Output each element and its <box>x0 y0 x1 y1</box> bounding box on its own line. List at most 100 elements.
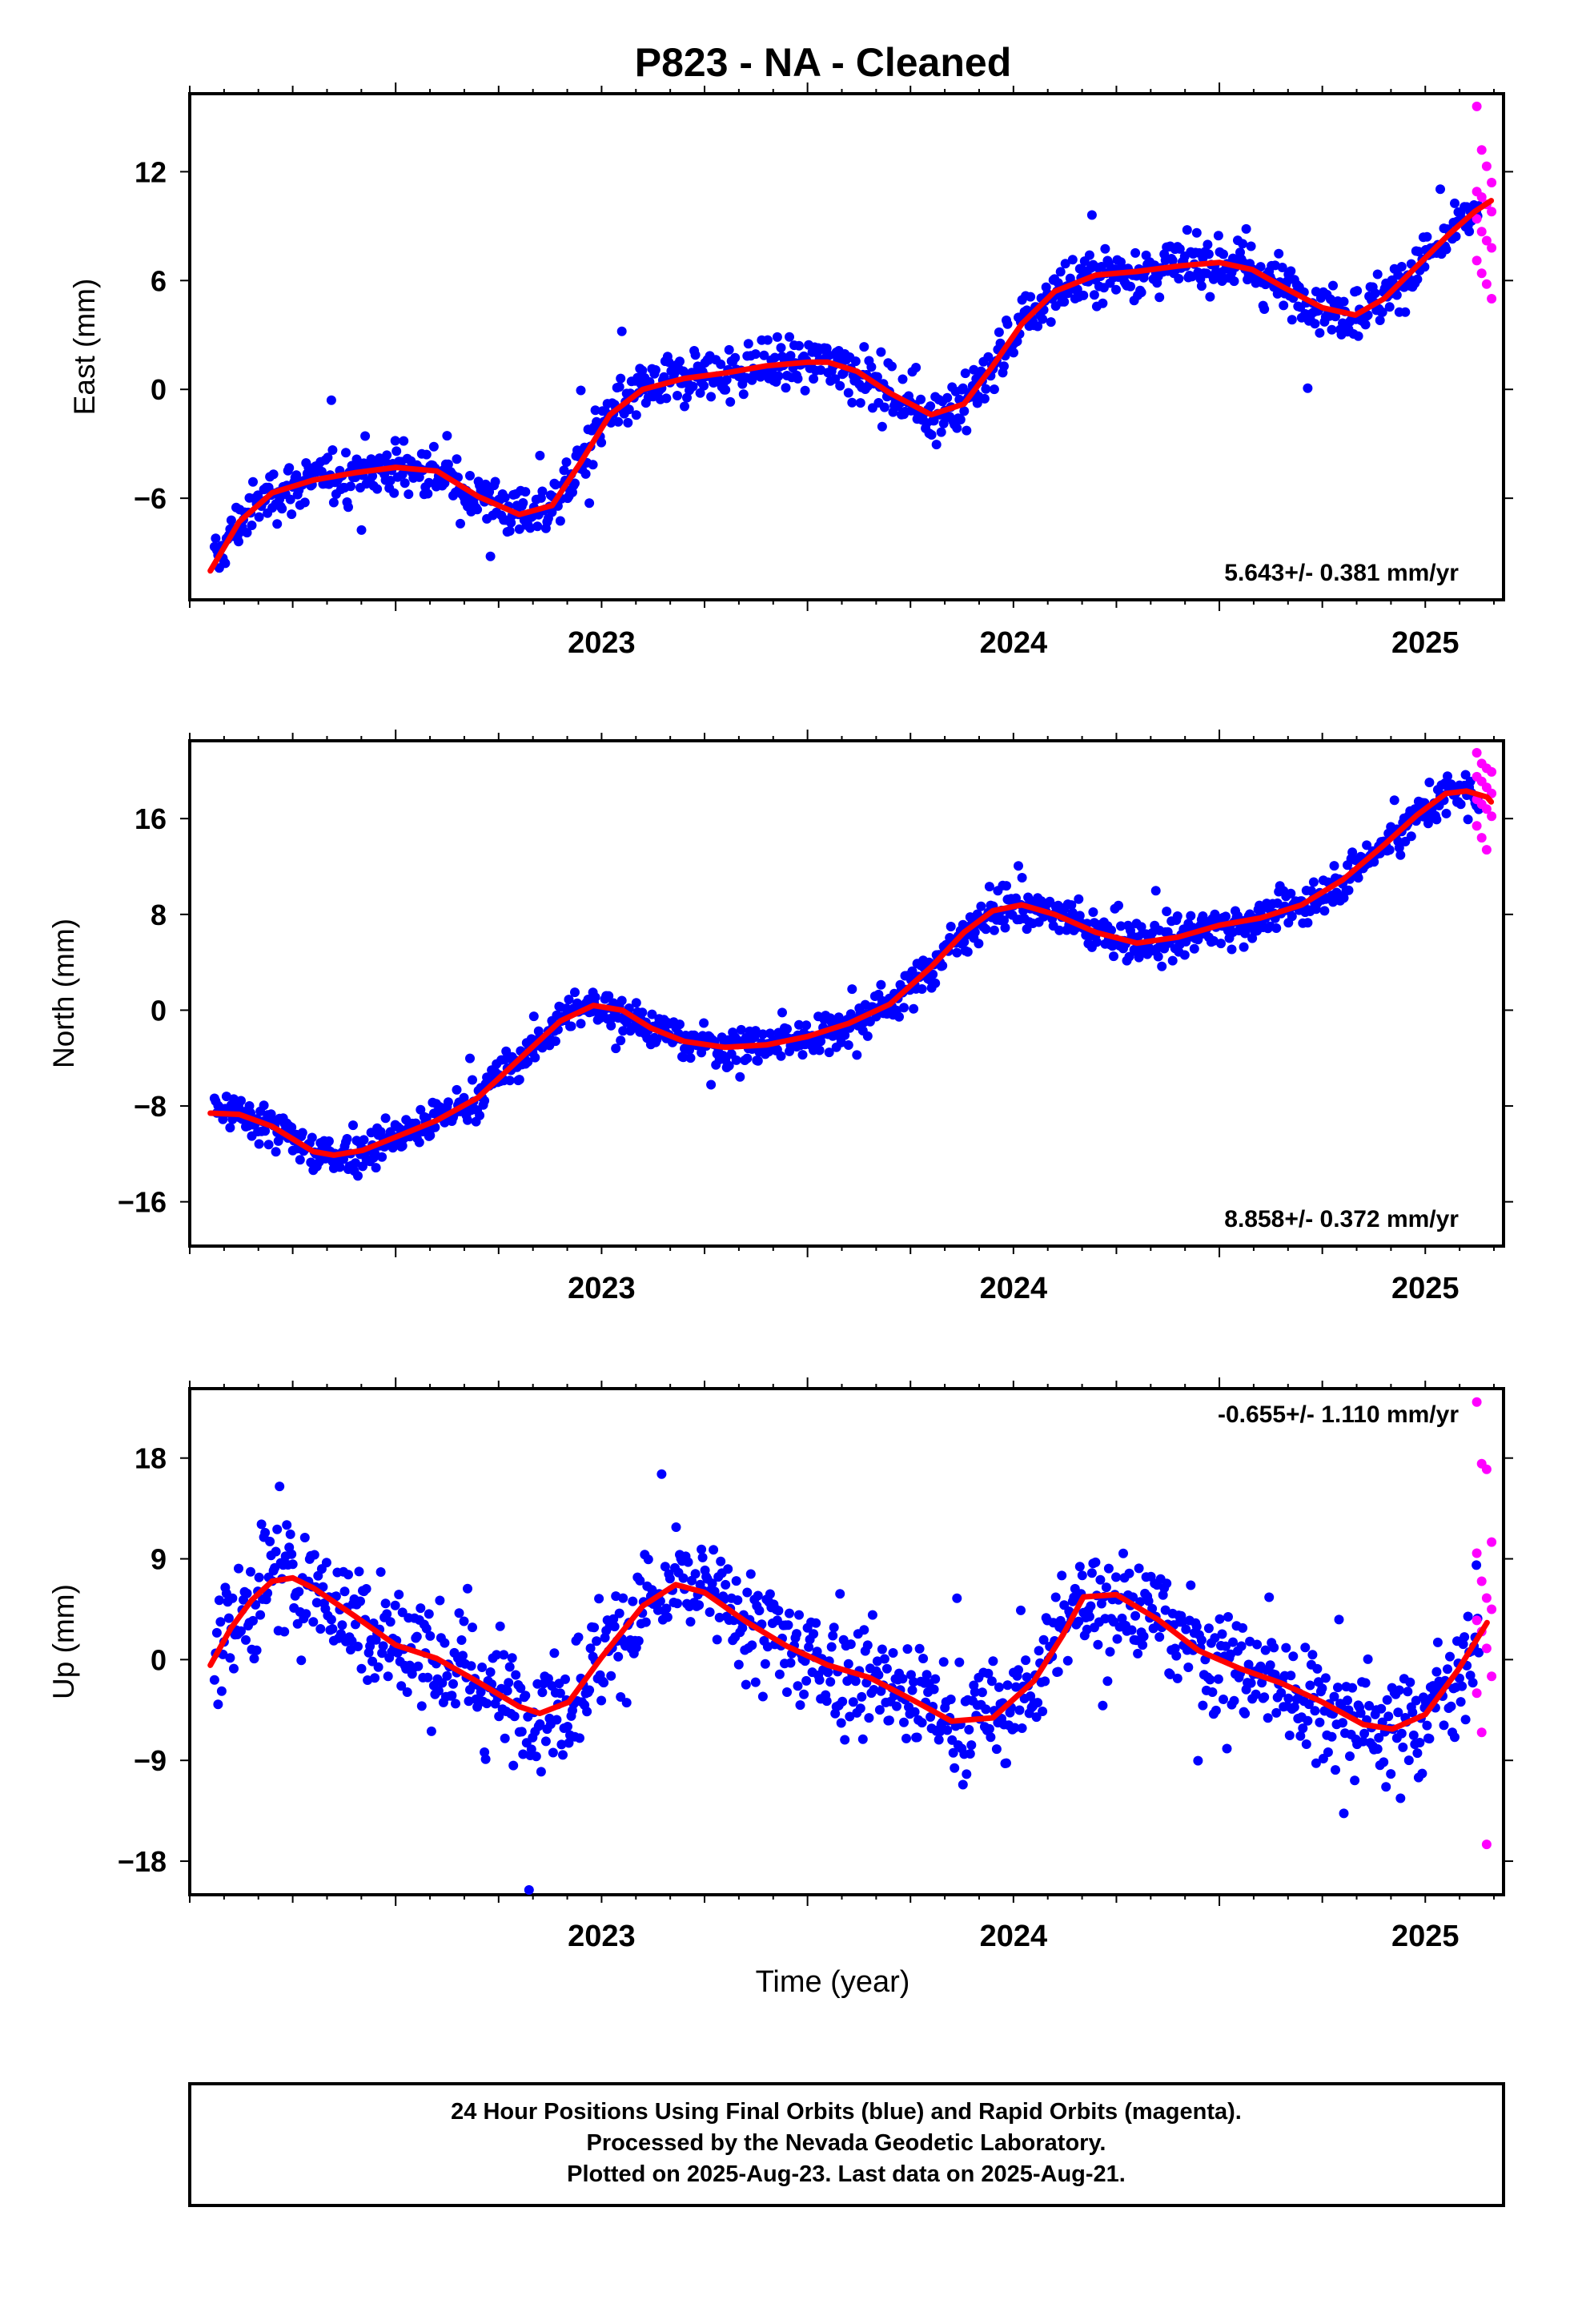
final-orbit-point <box>618 1593 628 1603</box>
final-orbit-point <box>935 1727 946 1737</box>
final-orbit-point <box>371 1163 381 1173</box>
final-orbit-point <box>1350 1775 1360 1786</box>
final-orbit-point <box>1238 239 1248 249</box>
final-orbit-point <box>524 1885 534 1895</box>
final-orbit-point <box>724 344 734 355</box>
final-orbit-point <box>999 915 1009 926</box>
final-orbit-point <box>1093 1639 1103 1650</box>
final-orbit-point <box>769 352 780 363</box>
final-orbit-point <box>255 1610 266 1620</box>
final-orbit-point <box>1360 320 1371 330</box>
y-tick-label: 0 <box>151 1643 167 1676</box>
final-orbit-point <box>1098 1700 1108 1711</box>
final-orbit-point <box>776 1051 786 1061</box>
final-orbit-point <box>994 327 1004 337</box>
final-orbit-point <box>850 356 861 367</box>
final-orbit-point <box>826 1642 837 1652</box>
plot-frame <box>188 739 1505 1248</box>
final-orbit-point <box>930 1674 941 1684</box>
final-orbit-point <box>1130 1610 1141 1621</box>
final-orbit-point <box>1370 288 1380 299</box>
final-orbit-point <box>675 356 685 367</box>
final-orbit-point <box>1213 1674 1223 1684</box>
final-orbit-point <box>1162 1578 1172 1589</box>
final-orbit-point <box>1143 1596 1154 1606</box>
final-orbit-point <box>1303 1699 1314 1710</box>
final-orbit-point <box>845 1639 856 1650</box>
rapid-orbit-point <box>1476 192 1487 203</box>
final-orbit-point <box>843 1040 853 1050</box>
final-orbit-point <box>396 1681 407 1691</box>
footer-box: 24 Hour Positions Using Final Orbits (bl… <box>188 2082 1505 2207</box>
final-orbit-point <box>433 1686 444 1696</box>
final-orbit-point <box>1286 266 1296 276</box>
final-orbit-point <box>1412 1748 1423 1759</box>
y-tick-label: 9 <box>151 1543 167 1576</box>
final-orbit-point <box>688 381 698 392</box>
final-orbit-point <box>1088 907 1098 917</box>
final-orbit-point <box>1422 231 1432 242</box>
final-orbit-point <box>443 1097 453 1108</box>
final-orbit-point <box>616 1035 626 1046</box>
final-orbit-point <box>254 512 264 522</box>
final-orbit-point <box>480 1096 490 1106</box>
final-orbit-point <box>465 471 475 480</box>
final-orbit-point <box>842 1676 853 1687</box>
final-orbit-point <box>254 1572 264 1582</box>
rapid-orbit-point <box>1472 214 1482 224</box>
final-orbit-point <box>1450 198 1460 208</box>
final-orbit-point <box>1284 1731 1295 1740</box>
footer-line-2: Processed by the Nevada Geodetic Laborat… <box>587 2130 1106 2156</box>
final-orbit-point <box>952 947 962 958</box>
rapid-orbit-point <box>1472 101 1482 111</box>
final-orbit-point <box>721 384 731 395</box>
final-orbit-point <box>540 1736 551 1747</box>
final-orbit-point <box>1379 1757 1389 1767</box>
final-orbit-point <box>464 1696 474 1707</box>
final-orbit-point <box>356 1663 367 1674</box>
final-orbit-point <box>229 1663 239 1674</box>
final-orbit-point <box>1138 1631 1149 1642</box>
final-orbit-point <box>926 430 937 440</box>
final-orbit-point <box>242 528 252 538</box>
final-orbit-point <box>485 551 496 561</box>
final-orbit-point <box>1259 1692 1270 1703</box>
final-orbit-point <box>1463 1611 1473 1622</box>
final-orbit-point <box>917 1718 927 1728</box>
final-orbit-point <box>682 392 692 403</box>
final-orbit-point <box>628 1596 638 1606</box>
final-orbit-point <box>952 1593 962 1603</box>
final-orbit-point <box>1086 1568 1097 1578</box>
final-orbit-point <box>1198 911 1208 921</box>
final-orbit-point <box>794 1610 804 1620</box>
final-orbit-point <box>475 1110 485 1120</box>
final-orbit-point <box>277 504 287 514</box>
final-orbit-point <box>1050 1592 1061 1602</box>
final-orbit-point <box>1394 842 1404 853</box>
fit-curve <box>207 788 1495 1158</box>
final-orbit-point <box>1084 250 1094 260</box>
final-orbit-point <box>731 1576 741 1586</box>
final-orbit-point <box>614 382 624 392</box>
final-orbit-point <box>938 960 948 971</box>
final-orbit-point <box>390 436 400 446</box>
final-orbit-point <box>359 1135 369 1145</box>
final-orbit-point <box>1229 276 1239 287</box>
final-orbit-point <box>523 1056 533 1067</box>
final-orbit-point <box>609 1622 620 1632</box>
final-orbit-point <box>747 1640 757 1651</box>
final-orbit-point <box>1009 348 1018 358</box>
final-orbit-point <box>440 478 450 489</box>
final-orbit-point <box>988 1656 998 1667</box>
final-orbit-point <box>413 1661 424 1671</box>
rapid-orbit-point <box>1472 748 1482 758</box>
final-orbit-point <box>678 1052 689 1063</box>
final-orbit-point <box>855 398 865 408</box>
final-orbit-point <box>1439 1720 1449 1731</box>
final-orbit-point <box>1114 900 1123 911</box>
final-orbit-point <box>209 1675 219 1685</box>
final-orbit-point <box>1077 1570 1087 1581</box>
final-orbit-point <box>1382 1695 1392 1705</box>
final-orbit-point <box>504 1678 514 1688</box>
final-orbit-point <box>520 1691 531 1701</box>
